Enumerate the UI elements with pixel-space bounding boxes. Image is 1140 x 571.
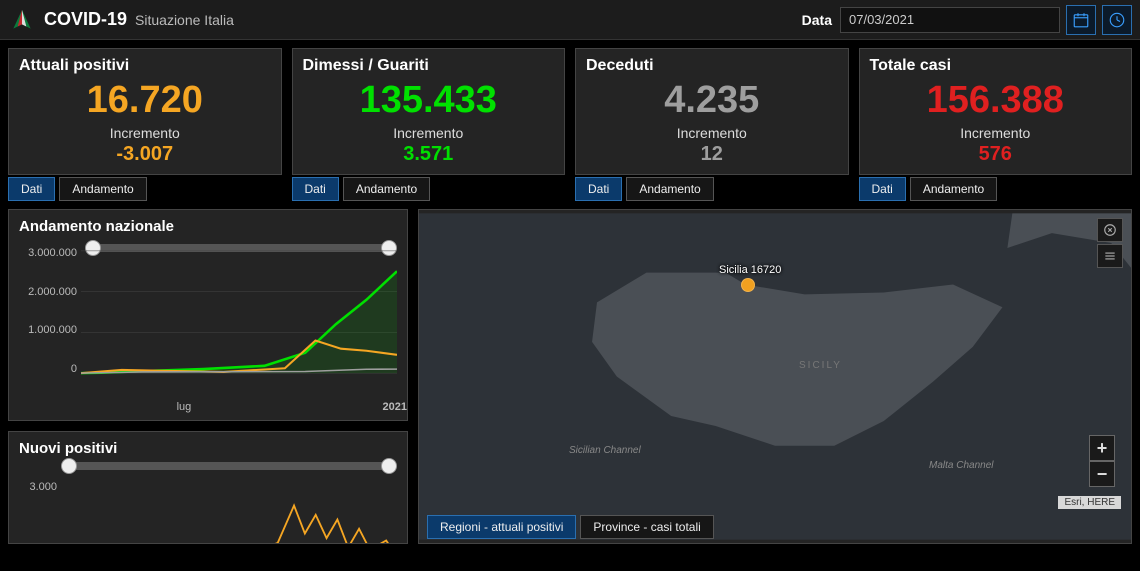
card-sub-value: 576 <box>860 141 1132 174</box>
card-title: Attuali positivi <box>9 49 281 79</box>
chart2: 3.000 2.000 <box>9 461 407 544</box>
card-sub-label: Incremento <box>576 119 848 141</box>
card-sub-value: 12 <box>576 141 848 174</box>
map-tooltip: Sicilia 16720 <box>719 264 781 276</box>
tab-dati[interactable]: Dati <box>292 177 339 201</box>
tab-andamento[interactable]: Andamento <box>626 177 713 201</box>
map-zoom: + − <box>1089 435 1115 487</box>
clock-button[interactable] <box>1102 5 1132 35</box>
stats-cards: Attuali positivi 16.720 Incremento -3.00… <box>0 40 1140 209</box>
tab-andamento[interactable]: Andamento <box>910 177 997 201</box>
card-value: 16.720 <box>9 79 281 119</box>
calendar-icon <box>1072 11 1090 29</box>
chart2-yticks: 3.000 2.000 <box>9 481 57 544</box>
chart2-svg <box>61 485 397 544</box>
map-expand-button[interactable] <box>1097 218 1123 242</box>
card-title: Deceduti <box>576 49 848 79</box>
map-svg <box>419 210 1131 543</box>
map-panel[interactable]: Sicilia 16720 SICILY Sicilian Channel Ma… <box>418 209 1132 544</box>
tab-dati[interactable]: Dati <box>8 177 55 201</box>
panel-andamento: Andamento nazionale 3.000.000 2.000.000 … <box>8 209 408 421</box>
card-sub-label: Incremento <box>9 119 281 141</box>
charts-column: Andamento nazionale 3.000.000 2.000.000 … <box>8 209 408 544</box>
card-value: 135.433 <box>293 79 565 119</box>
tab-regioni[interactable]: Regioni - attuali positivi <box>427 515 576 539</box>
tab-dati[interactable]: Dati <box>859 177 906 201</box>
tab-andamento[interactable]: Andamento <box>59 177 146 201</box>
card-value: 156.388 <box>860 79 1132 119</box>
card-sub-value: -3.007 <box>9 141 281 174</box>
calendar-button[interactable] <box>1066 5 1096 35</box>
chart1-yticks: 3.000.000 2.000.000 1.000.000 0 <box>9 247 77 375</box>
card-totale: Totale casi 156.388 Incremento 576 Dati … <box>859 48 1133 201</box>
map-tabs: Regioni - attuali positivi Province - ca… <box>427 515 714 539</box>
map-attribution: Esri, HERE <box>1058 496 1121 509</box>
chart1-xticks: lug 2021 <box>9 399 407 419</box>
chart1: 3.000.000 2.000.000 1.000.000 0 <box>9 239 407 399</box>
card-deceduti: Deceduti 4.235 Incremento 12 Dati Andame… <box>575 48 849 201</box>
logo-icon <box>8 6 36 34</box>
zoom-in-button[interactable]: + <box>1089 435 1115 461</box>
map-label-sicily: SICILY <box>799 360 842 371</box>
card-sub-value: 3.571 <box>293 141 565 174</box>
tab-dati[interactable]: Dati <box>575 177 622 201</box>
chart2-title: Nuovi positivi <box>9 432 407 461</box>
date-label: Data <box>802 12 832 28</box>
date-field[interactable]: 07/03/2021 <box>840 7 1060 33</box>
clock-icon <box>1108 11 1126 29</box>
layers-icon <box>1103 249 1117 263</box>
date-value: 07/03/2021 <box>849 12 914 27</box>
lower-section: Andamento nazionale 3.000.000 2.000.000 … <box>0 209 1140 544</box>
card-positivi: Attuali positivi 16.720 Incremento -3.00… <box>8 48 282 201</box>
app-subtitle: Situazione Italia <box>135 12 234 28</box>
app-title: COVID-19 <box>44 9 127 30</box>
tab-andamento[interactable]: Andamento <box>343 177 430 201</box>
zoom-out-button[interactable]: − <box>1089 461 1115 487</box>
map-label-sicilian-channel: Sicilian Channel <box>569 445 641 456</box>
map-controls <box>1097 218 1123 268</box>
expand-icon <box>1103 223 1117 237</box>
card-guariti: Dimessi / Guariti 135.433 Incremento 3.5… <box>292 48 566 201</box>
card-sub-label: Incremento <box>860 119 1132 141</box>
card-title: Dimessi / Guariti <box>293 49 565 79</box>
header: COVID-19 Situazione Italia Data 07/03/20… <box>0 0 1140 40</box>
tab-province[interactable]: Province - casi totali <box>580 515 713 539</box>
chart1-title: Andamento nazionale <box>9 210 407 239</box>
card-value: 4.235 <box>576 79 848 119</box>
card-title: Totale casi <box>860 49 1132 79</box>
chart1-svg <box>81 247 397 377</box>
map-label-malta-channel: Malta Channel <box>929 460 993 471</box>
map-point-sicilia[interactable] <box>741 278 755 292</box>
map-layers-button[interactable] <box>1097 244 1123 268</box>
panel-nuovi: Nuovi positivi 3.000 2.000 <box>8 431 408 544</box>
card-sub-label: Incremento <box>293 119 565 141</box>
